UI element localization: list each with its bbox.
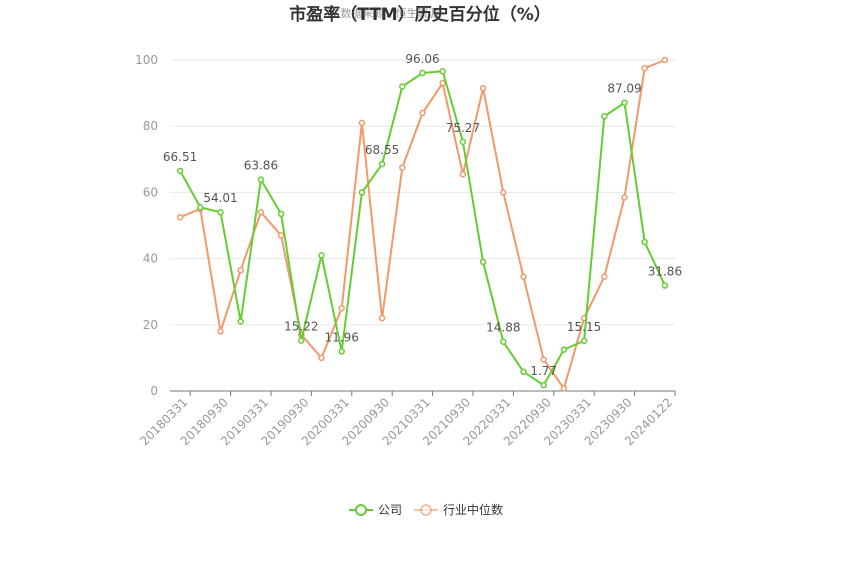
- data-point: [257, 176, 265, 183]
- data-point: [621, 194, 628, 201]
- legend-marker: [355, 504, 367, 516]
- data-point: [661, 282, 669, 289]
- data-point: [217, 328, 224, 335]
- legend-label: 公司: [378, 503, 402, 517]
- data-point: [197, 204, 204, 211]
- data-point: [419, 69, 426, 77]
- y-axis: 0 20 40 60 80 100: [135, 53, 158, 398]
- data-label: 1.77: [530, 364, 557, 378]
- data-point: [500, 338, 507, 345]
- y-tick-label: 100: [135, 53, 158, 67]
- legend-label: 行业中位数: [443, 502, 503, 517]
- data-labels: 66.51 54.01 63.86 15.22 11.96 68.55 96.06 75.27…: [163, 52, 682, 378]
- data-point: [176, 167, 184, 175]
- data-label: 96.06: [405, 52, 439, 66]
- data-point: [459, 170, 467, 178]
- legend-item-0[interactable]: 公司: [349, 503, 402, 517]
- data-label: 31.86: [648, 265, 682, 279]
- data-point: [621, 99, 628, 106]
- data-point: [237, 266, 244, 274]
- data-label: 11.96: [325, 330, 359, 344]
- data-label: 15.22: [284, 320, 318, 334]
- y-tick-label: 20: [143, 318, 158, 332]
- legend-marker: [420, 504, 432, 516]
- data-label: 75.27: [446, 121, 480, 135]
- data-point: [439, 68, 446, 75]
- data-point: [601, 273, 608, 281]
- y-tick-label: 0: [150, 384, 158, 398]
- data-point: [540, 381, 547, 389]
- data-point: [217, 208, 224, 216]
- data-point: [560, 385, 568, 392]
- data-point: [580, 337, 588, 345]
- data-point: [601, 113, 608, 120]
- data-point: [661, 56, 669, 64]
- chart-title: 市盈率（TTM）历史百分位（%）: [289, 4, 551, 25]
- x-axis: 2018033120180930201903312019093020200331…: [137, 390, 676, 448]
- data-point: [318, 354, 325, 362]
- data-point: [378, 314, 386, 322]
- data-label: 87.09: [607, 82, 641, 96]
- data-point: [237, 318, 244, 325]
- y-tick-label: 60: [143, 185, 158, 199]
- data-point: [338, 305, 345, 312]
- data-label: 14.88: [486, 321, 520, 335]
- data-point: [479, 258, 487, 266]
- data-point: [500, 189, 507, 196]
- data-point: [176, 213, 184, 221]
- data-point: [277, 232, 285, 239]
- data-point: [439, 79, 446, 87]
- data-label: 68.55: [365, 143, 399, 157]
- chart-watermark: 数据来源：恒生聚源: [341, 6, 440, 20]
- data-point: [399, 83, 406, 90]
- data-point: [520, 273, 527, 281]
- data-label: 54.01: [203, 191, 237, 205]
- data-point: [318, 252, 325, 259]
- y-tick-label: 40: [143, 252, 158, 266]
- data-point: [479, 84, 487, 92]
- data-point: [560, 346, 568, 353]
- legend-item-1[interactable]: 行业中位数: [414, 502, 503, 517]
- data-point: [298, 337, 305, 344]
- data-point: [338, 348, 345, 355]
- y-tick-label: 80: [143, 119, 158, 133]
- data-label: 63.86: [244, 159, 278, 173]
- grid-lines: [170, 59, 675, 326]
- data-point: [378, 160, 386, 168]
- data-point: [520, 368, 527, 376]
- data-point: [399, 164, 406, 171]
- data-point: [358, 189, 366, 196]
- data-label: 15.15: [567, 320, 601, 334]
- legend[interactable]: 公司 行业中位数: [349, 502, 503, 517]
- series-line-0: [179, 70, 666, 387]
- data-point: [540, 356, 547, 363]
- data-point: [459, 138, 467, 146]
- data-point: [277, 210, 285, 218]
- data-point: [641, 65, 648, 72]
- data-point: [419, 109, 426, 117]
- series-layer: [176, 56, 669, 392]
- data-point: [641, 238, 648, 246]
- data-point: [358, 119, 366, 127]
- data-point: [257, 209, 265, 216]
- data-label: 66.51: [163, 150, 197, 164]
- series-line-1: [179, 59, 666, 390]
